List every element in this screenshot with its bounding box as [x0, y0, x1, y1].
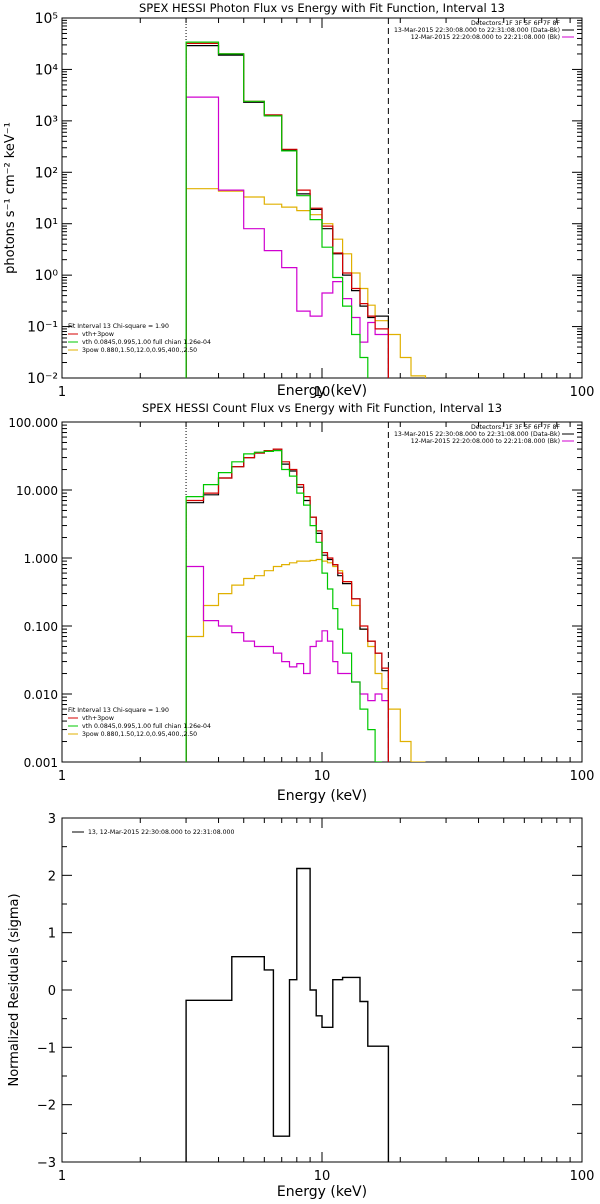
y-tick-label: −2: [37, 1099, 56, 1114]
x-tick-label: 10: [314, 385, 331, 400]
y-tick-label: 10⁻²: [27, 371, 58, 387]
fit-legend-header: Fit Interval 13 Chi-square = 1.90: [68, 323, 169, 330]
y-tick-label: 10¹: [35, 217, 58, 233]
x-tick-label: 1: [58, 1169, 66, 1184]
x-tick-label: 100: [570, 1169, 595, 1184]
series-13-12-mar-2015-22-30-08-000-to-22-31-08-000: [185, 867, 390, 1162]
legend-top-right-line: 12-Mar-2015 22:20:08.000 to 22:21:08.000…: [411, 438, 560, 445]
x-axis-label: Energy (keV): [277, 383, 367, 399]
legend-top-right-line: Detectors: 1F 3F 5F 6F 7F 8F: [471, 424, 560, 431]
y-tick-label: 10⁰: [35, 268, 59, 284]
y-tick-label: −3: [37, 1156, 56, 1171]
y-tick-label: −1: [37, 1041, 56, 1056]
y-tick-label: 1: [48, 927, 56, 942]
y-tick-label: 10⁴: [35, 62, 59, 78]
fit-legend-header: Fit Interval 13 Chi-square = 1.90: [68, 707, 169, 714]
series-vth: [185, 450, 382, 762]
fit-legend-item: vth+3pow: [82, 331, 114, 338]
series-vth: [185, 41, 389, 378]
fit-legend-item: vth 0.0845,0.995,1.00 full chian 1.26e-0…: [82, 723, 211, 730]
chart-panel-3: 1 10 100 −3 −2 −1 0 1 2 3 Energy (keV) Normalized R…: [7, 812, 594, 1200]
fit-legend-item: vth+3pow: [82, 715, 114, 722]
x-tick-label: 1: [58, 769, 66, 784]
x-tick-label: 100: [570, 769, 595, 784]
y-tick-label: 10⁵: [35, 11, 58, 27]
y-tick-label: 1.000: [24, 552, 58, 566]
plot-frame: [61, 817, 583, 1163]
y-tick-label: 10⁻¹: [27, 320, 58, 336]
series-3pow: [185, 188, 427, 378]
residual-legend-text: 13, 12-Mar-2015 22:30:08.000 to 22:31:08…: [88, 829, 234, 836]
y-tick-label: 10³: [35, 114, 58, 130]
chart-panel-1: 1 10 100 10⁻² 10⁻¹ 10⁰ 10¹ 10² 10³ 10⁴ 10⁵ SPEX HES…: [3, 1, 594, 400]
chart-title: SPEX HESSI Photon Flux vs Energy with Fi…: [139, 1, 505, 15]
series-bk: [185, 565, 389, 762]
x-tick-label: 10: [314, 1169, 331, 1184]
y-axis-label: photons s⁻¹ cm⁻² keV⁻¹: [3, 122, 18, 274]
fit-legend-item: 3pow 0.880,1.50,12.0,0.95,400.,2.50: [82, 347, 197, 354]
x-axis-label: Energy (keV): [277, 1184, 367, 1200]
y-tick-label: 0.010: [24, 688, 58, 702]
y-tick-label: 10.000: [16, 484, 58, 498]
x-tick-label: 10: [314, 769, 331, 784]
y-tick-label: 10²: [35, 165, 58, 181]
legend-top-right-line: 12-Mar-2015 22:20:08.000 to 22:21:08.000…: [411, 34, 560, 41]
series-bk: [185, 96, 389, 378]
series-3pow: [185, 558, 426, 762]
x-tick-label: 100: [570, 385, 595, 400]
y-tick-label: 0.100: [24, 620, 58, 634]
fit-legend-item: vth 0.0845,0.995,1.00 full chian 1.26e-0…: [82, 339, 211, 346]
legend-top-right-line: 13-Mar-2015 22:30:08.000 to 22:31:08.000…: [394, 431, 560, 438]
fit-legend-item: 3pow 0.880,1.50,12.0,0.95,400.,2.50: [82, 731, 197, 738]
series-vth-3pow: [185, 42, 389, 378]
y-tick-label: 0: [48, 984, 56, 999]
y-tick-label: 3: [48, 812, 56, 827]
chart-title: SPEX HESSI Count Flux vs Energy with Fit…: [142, 401, 502, 415]
legend-top-right-line: 13-Mar-2015 22:30:08.000 to 22:31:08.000…: [394, 27, 560, 34]
x-axis-label: Energy (keV): [277, 788, 367, 804]
legend-top-right-line: Detectors: 1F 3F 5F 6F 7F 8F: [471, 20, 560, 27]
chart-panel-2: 1 10 100 0.001 0.010 0.100 1.000 10.000 100.000 S…: [8, 401, 594, 804]
y-tick-label: 2: [48, 869, 56, 884]
series-data-bk: [185, 45, 389, 378]
x-tick-label: 1: [58, 385, 66, 400]
y-tick-label: 100.000: [8, 416, 58, 430]
y-tick-label: 0.001: [24, 756, 58, 770]
y-axis-label: Normalized Residuals (sigma): [7, 893, 22, 1086]
